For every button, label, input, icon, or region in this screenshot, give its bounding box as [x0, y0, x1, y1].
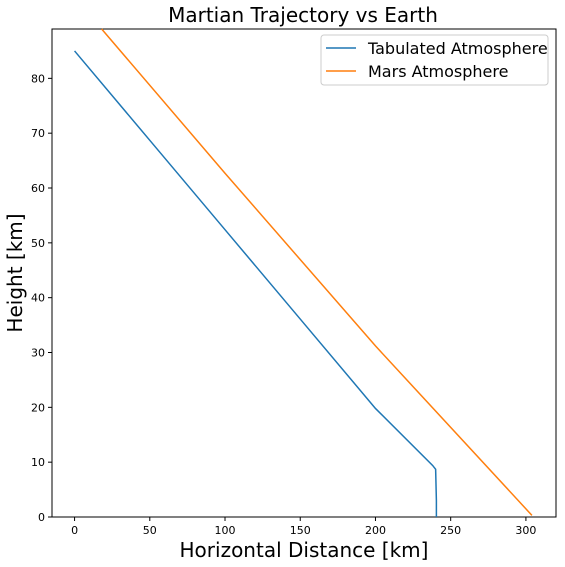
chart-title: Martian Trajectory vs Earth — [168, 3, 438, 27]
y-tick-label: 40 — [31, 292, 45, 305]
x-tick-label: 200 — [365, 524, 386, 537]
plot-area: 0 50 100 150 200 250 300 0 10 20 30 40 50 60 70 80 — [31, 28, 557, 537]
x-axis-title: Horizontal Distance [km] — [180, 538, 429, 562]
y-tick-label: 60 — [31, 182, 45, 195]
series-line-1 — [73, 50, 438, 517]
x-tick-label: 100 — [215, 524, 236, 537]
y-tick-label: 0 — [38, 511, 45, 524]
x-tick-label: 150 — [290, 524, 311, 537]
plot-frame — [51, 28, 557, 518]
x-axis-ticks: 0 50 100 150 200 250 300 — [71, 517, 536, 537]
y-axis-title: Height [km] — [3, 213, 27, 332]
legend-label: Tabulated Atmosphere — [367, 39, 548, 58]
y-tick-label: 20 — [31, 401, 45, 414]
y-axis-ticks: 0 10 20 30 40 50 60 70 80 — [31, 72, 52, 524]
y-tick-label: 10 — [31, 456, 45, 469]
legend-box — [320, 34, 549, 86]
y-tick-label: 50 — [31, 237, 45, 250]
x-tick-label: 250 — [440, 524, 461, 537]
x-tick-label: 0 — [71, 524, 78, 537]
y-tick-label: 80 — [31, 72, 45, 85]
series-lines — [73, 28, 533, 517]
legend: Tabulated Atmosphere Mars Atmosphere — [320, 34, 549, 86]
x-tick-label: 50 — [143, 524, 157, 537]
series-line-2 — [101, 28, 533, 516]
legend-label: Mars Atmosphere — [368, 62, 508, 81]
y-tick-label: 30 — [31, 347, 45, 360]
y-tick-label: 70 — [31, 127, 45, 140]
x-tick-label: 300 — [515, 524, 536, 537]
